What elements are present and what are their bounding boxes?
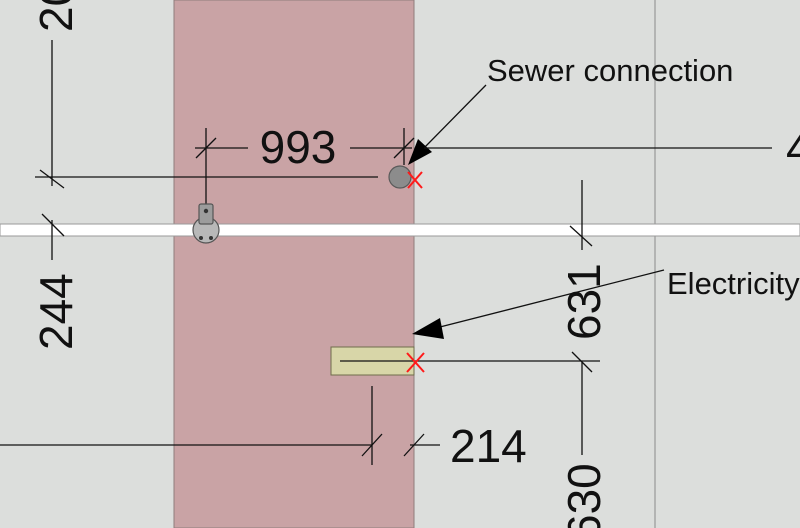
dimension-631: 631 xyxy=(558,263,610,340)
leader-arrow-electricity xyxy=(412,318,444,339)
dimension-214: 214 xyxy=(450,420,527,472)
dimension-630: 630 xyxy=(558,463,610,528)
dim-tick-214-right xyxy=(403,433,425,457)
dimension-244: 244 xyxy=(30,273,82,350)
dimension-993: 993 xyxy=(260,121,337,173)
leader-arrow-sewer xyxy=(408,139,432,165)
leader-line-electricity xyxy=(435,269,665,329)
leader-line-sewer xyxy=(423,84,487,149)
dim-tick-top-left xyxy=(39,169,65,189)
dim-tick-244 xyxy=(41,213,65,237)
dim-tick-630 xyxy=(571,351,593,373)
dim-tick-993-right xyxy=(393,137,415,159)
sewer-location-marker xyxy=(407,171,423,189)
dim-tick-214-left xyxy=(361,433,383,457)
dim-tick-993-left xyxy=(195,137,217,159)
dimension-right-edge-partial: 4 xyxy=(786,122,800,174)
label-sewer-connection: Sewer connection xyxy=(487,53,733,88)
label-electricity: Electricity xyxy=(667,266,800,301)
drain-fitting-icon xyxy=(192,203,220,244)
wall-band xyxy=(173,0,415,528)
horizontal-beam xyxy=(0,223,800,237)
dimension-top-left-partial: 20 xyxy=(30,0,82,32)
dim-tick-631-top xyxy=(569,225,593,247)
electricity-location-marker xyxy=(406,352,425,373)
sewer-pipe-circle xyxy=(388,165,412,189)
